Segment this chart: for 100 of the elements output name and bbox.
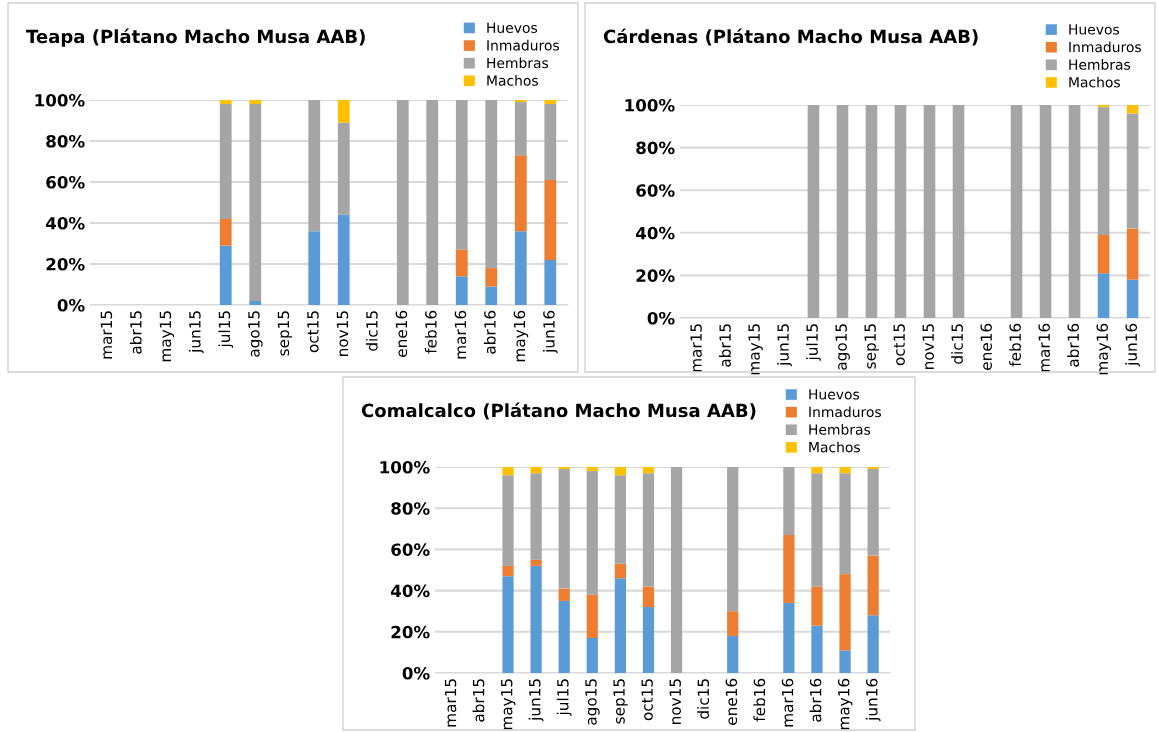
x-tick-label: may16 xyxy=(837,678,853,730)
x-tick-label: dic15 xyxy=(697,679,710,719)
bar xyxy=(1010,105,1023,318)
bar xyxy=(219,100,232,105)
x-tick-label: jun15 xyxy=(777,324,792,367)
bar xyxy=(783,602,795,673)
bar xyxy=(727,467,739,612)
bar xyxy=(836,105,849,318)
bar xyxy=(867,467,879,470)
bar xyxy=(867,555,879,616)
x-tick-label: may15 xyxy=(501,679,516,730)
legend-label: Hembras xyxy=(1069,59,1131,70)
bar xyxy=(894,105,907,318)
bar xyxy=(642,467,655,474)
bar xyxy=(455,276,468,305)
bar xyxy=(586,471,598,595)
x-tick-label: jun16 xyxy=(865,678,881,722)
bar xyxy=(455,249,468,277)
y-tick-label: 20% xyxy=(636,269,675,282)
y-tick-label: 20% xyxy=(391,625,430,639)
legend-label: Hembras xyxy=(809,424,871,435)
x-tick-label: abr15 xyxy=(472,679,485,722)
bar xyxy=(514,100,527,103)
bar xyxy=(727,635,739,673)
x-tick-label: oct15 xyxy=(307,311,319,353)
x-tick-label: oct15 xyxy=(641,679,653,721)
bar xyxy=(530,467,542,474)
x-tick-label: ene16 xyxy=(980,323,992,370)
bar xyxy=(586,594,598,638)
bar xyxy=(811,586,823,626)
bar xyxy=(544,259,557,305)
y-tick-label: 40% xyxy=(46,216,85,230)
bar xyxy=(455,100,468,250)
bar xyxy=(1068,105,1081,318)
legend-label: Machos xyxy=(1069,76,1120,88)
bar xyxy=(558,600,570,673)
bar xyxy=(1039,105,1052,318)
y-tick-label: 60% xyxy=(46,175,85,189)
x-tick-label: jul15 xyxy=(806,324,821,361)
bar xyxy=(807,105,820,318)
x-tick-label: mar15 xyxy=(100,311,113,359)
x-tick-label: mar15 xyxy=(690,324,702,372)
bar xyxy=(396,100,409,305)
x-tick-label: jun15 xyxy=(188,311,204,354)
bar xyxy=(308,100,321,232)
bar xyxy=(783,467,795,535)
x-tick-label: abr16 xyxy=(483,310,496,354)
bar xyxy=(811,467,823,474)
bar xyxy=(558,588,570,601)
x-tick-label: ago15 xyxy=(585,679,600,725)
x-tick-label: mar16 xyxy=(781,678,794,727)
x-tick-label: feb16 xyxy=(1009,323,1021,367)
bar xyxy=(530,565,542,673)
x-tick-label: oct15 xyxy=(893,324,905,366)
bar xyxy=(839,650,851,673)
bar xyxy=(614,475,626,564)
x-tick-label: mar16 xyxy=(1038,323,1050,372)
legend-label: Hembras xyxy=(487,57,549,69)
legend-label: Huevos xyxy=(1069,24,1120,35)
x-tick-label: may15 xyxy=(159,311,175,362)
x-tick-label: mar15 xyxy=(444,679,457,727)
bar xyxy=(514,231,527,305)
bar xyxy=(249,100,262,105)
bar xyxy=(727,611,739,636)
x-tick-label: abr16 xyxy=(1067,323,1079,367)
x-tick-label: nov15 xyxy=(336,311,349,356)
x-tick-label: sep15 xyxy=(277,311,293,356)
bar xyxy=(426,100,439,305)
bar xyxy=(642,586,655,608)
bar xyxy=(502,576,514,673)
bar xyxy=(923,105,936,318)
x-tick-label: nov15 xyxy=(669,679,681,724)
x-tick-label: abr16 xyxy=(809,678,822,722)
bar xyxy=(1097,107,1110,235)
bar xyxy=(544,104,557,180)
bar xyxy=(219,104,232,219)
bar xyxy=(1126,228,1139,280)
bar xyxy=(502,475,514,566)
x-tick-label: feb16 xyxy=(753,678,766,722)
y-tick-label: 80% xyxy=(391,502,430,515)
bar xyxy=(337,214,350,305)
bar xyxy=(502,565,514,577)
bar xyxy=(1126,279,1139,318)
x-tick-label: abr15 xyxy=(719,324,731,367)
bar xyxy=(558,469,570,589)
chart-title: Cárdenas (Plátano Macho Musa AAB) xyxy=(603,28,978,46)
bar xyxy=(867,469,879,556)
bar xyxy=(337,100,350,123)
x-tick-label: abr15 xyxy=(129,311,142,354)
bar xyxy=(839,574,851,651)
x-tick-label: sep15 xyxy=(613,679,628,724)
bar xyxy=(670,467,683,673)
bar xyxy=(614,467,626,476)
bar xyxy=(219,218,232,246)
chart-title: Teapa (Plátano Macho Musa AAB) xyxy=(26,28,365,47)
bar xyxy=(614,578,626,673)
bar xyxy=(337,122,350,215)
bar xyxy=(783,534,795,603)
y-tick-label: 80% xyxy=(46,134,85,148)
bar xyxy=(614,563,626,579)
